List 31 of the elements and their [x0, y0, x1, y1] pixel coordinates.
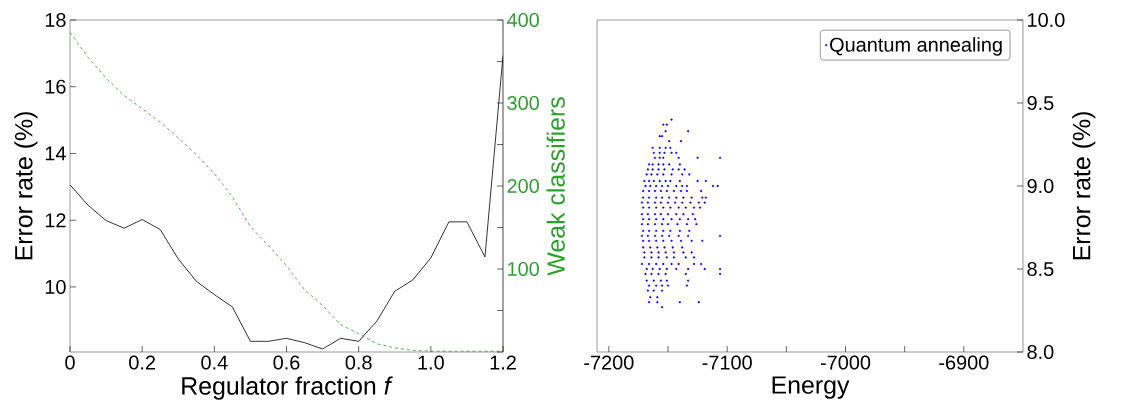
- x-tick-label: 0.6: [273, 355, 300, 370]
- legend-label: Quantum annealing: [830, 37, 1002, 56]
- x-tick-label: 0: [65, 355, 75, 370]
- y2-tick-label: 10.0: [1028, 12, 1065, 28]
- y-tick-label: 12: [45, 213, 66, 228]
- x-tick-label: -6900: [939, 355, 989, 370]
- y-tick-label: 14: [45, 146, 66, 161]
- x-tick-label: -7000: [820, 355, 871, 370]
- x-tick-label: 0.4: [201, 355, 228, 370]
- y2-tick-label: 8.0: [1027, 344, 1054, 360]
- y-axis-title: Error rate (%): [14, 112, 38, 260]
- y-tick-label: 10: [45, 279, 66, 294]
- x-tick-label: -7100: [702, 355, 752, 370]
- y2-axis-title: Weak classifiers: [546, 97, 565, 276]
- y-tick-label: 18: [45, 12, 66, 28]
- x-tick-label: 1.0: [418, 355, 444, 370]
- y-tick-label: 16: [45, 79, 66, 94]
- x-tick-label: -7200: [584, 355, 634, 370]
- y2-tick-label: 9.0: [1027, 178, 1054, 194]
- x-tick-label: 0.8: [345, 355, 372, 370]
- y2-tick-label: 8.5: [1027, 261, 1054, 277]
- x-axis-title: Regulator fraction f: [182, 376, 393, 400]
- y2-tick-label: 200: [507, 178, 539, 194]
- y2-tick-label: 100: [508, 261, 539, 277]
- y2-tick-label: 9.5: [1027, 95, 1054, 111]
- y2-tick-label: 300: [507, 95, 539, 111]
- x-tick-label: 1.2: [490, 355, 516, 370]
- x-axis-title: Energy: [772, 376, 850, 399]
- y2-axis-title: Error rate (%): [1072, 112, 1096, 260]
- y2-tick-label: 400: [506, 12, 539, 28]
- x-tick-label: 0.2: [129, 355, 156, 370]
